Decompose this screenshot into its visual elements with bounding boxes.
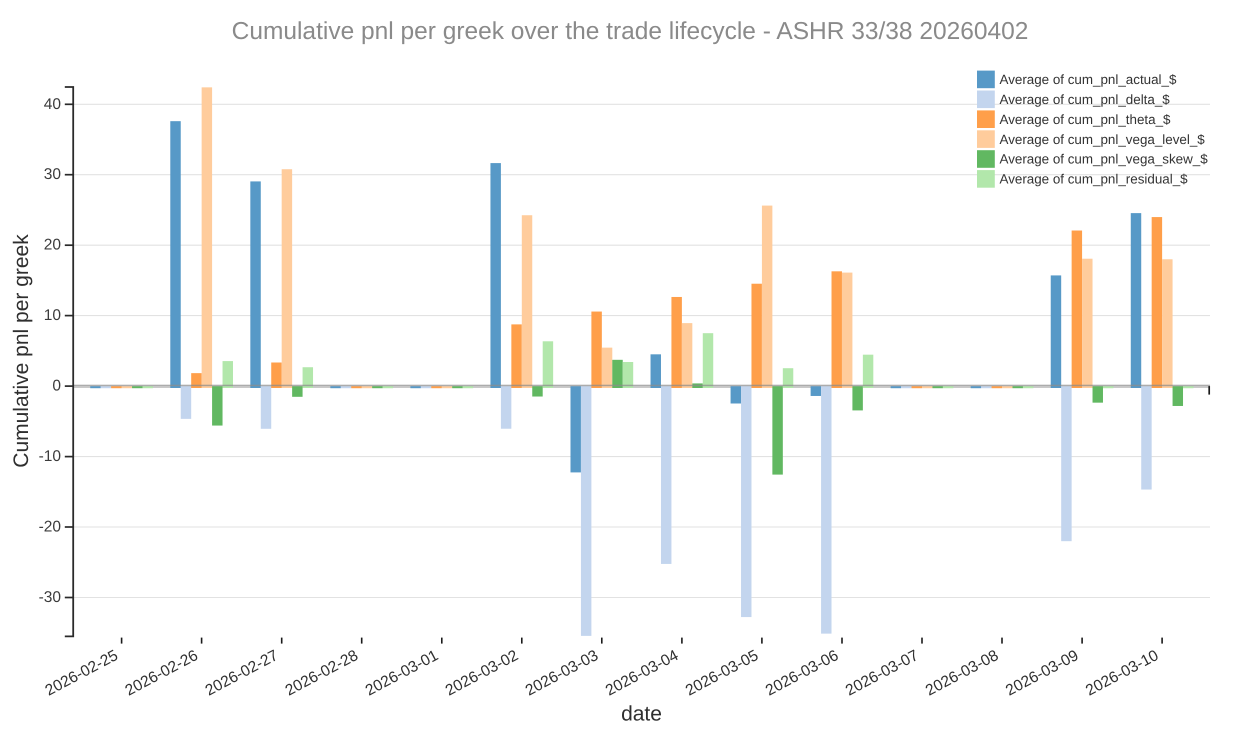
svg-text:-20: -20 [39,519,62,536]
svg-text:Average of cum_pnl_theta_$: Average of cum_pnl_theta_$ [1000,112,1172,127]
svg-text:Average of cum_pnl_residual_$: Average of cum_pnl_residual_$ [1000,172,1189,187]
svg-text:Cumulative pnl per greek over: Cumulative pnl per greek over the trade … [232,18,1029,45]
svg-text:Average of cum_pnl_vega_level_: Average of cum_pnl_vega_level_$ [1000,132,1206,147]
svg-text:-30: -30 [39,589,62,606]
svg-text:Average of cum_pnl_delta_$: Average of cum_pnl_delta_$ [1000,92,1171,107]
svg-text:Average of cum_pnl_vega_skew_$: Average of cum_pnl_vega_skew_$ [1000,152,1209,167]
svg-text:20: 20 [44,237,62,254]
svg-text:-10: -10 [39,448,62,465]
svg-text:Average of cum_pnl_actual_$: Average of cum_pnl_actual_$ [1000,72,1177,87]
svg-text:10: 10 [44,307,62,324]
svg-text:date: date [621,703,662,726]
svg-text:Cumulative pnl per greek: Cumulative pnl per greek [10,234,33,468]
svg-text:0: 0 [52,378,61,395]
svg-text:30: 30 [44,166,62,183]
svg-text:40: 40 [44,96,62,113]
